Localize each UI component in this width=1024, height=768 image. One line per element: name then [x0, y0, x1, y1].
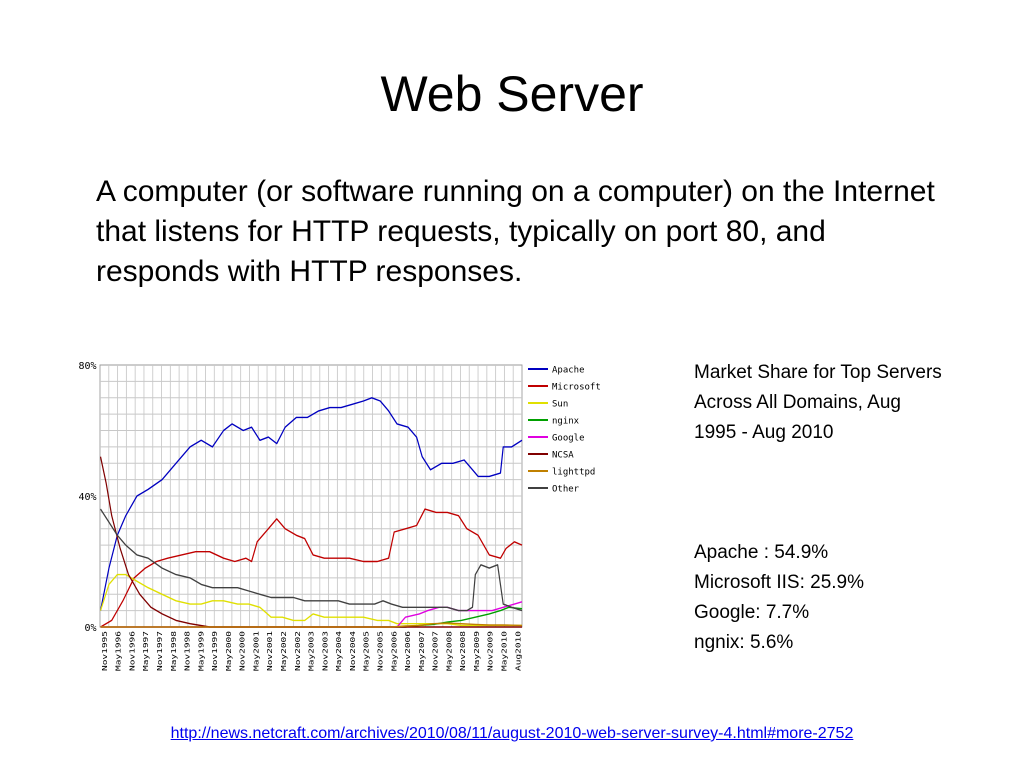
series-line-microsoft: [100, 508, 523, 628]
x-tick-label: May2005: [362, 631, 370, 671]
y-tick-label: 0%: [85, 623, 97, 634]
stats-list: Apache : 54.9% Microsoft IIS: 25.9% Goog…: [694, 538, 944, 658]
x-tick-label: Nov2001: [266, 631, 274, 671]
series-line-other: [100, 508, 523, 612]
x-tick-label: Nov1998: [183, 631, 191, 671]
x-tick-label: May2004: [334, 631, 342, 671]
chart-caption: Market Share for Top Servers Across All …: [694, 362, 942, 443]
legend-label-other: Other: [552, 485, 580, 495]
legend-label-nginx: nginx: [552, 417, 580, 427]
x-tick-label: Nov2004: [348, 631, 356, 671]
x-tick-label: May2006: [390, 631, 398, 671]
x-tick-label: May1999: [197, 631, 205, 671]
stat-microsoft: Microsoft IIS: 25.9%: [694, 572, 865, 593]
series-line-apache: [99, 397, 523, 611]
legend-label-ncsa: NCSA: [552, 451, 574, 461]
y-tick-label: 80%: [78, 361, 96, 372]
legend-label-google: Google: [552, 434, 585, 444]
x-tick-label: May2007: [417, 631, 425, 671]
x-tick-label: Nov1995: [100, 631, 108, 671]
x-tick-label: Nov1997: [155, 631, 163, 671]
stat-apache: Apache : 54.9%: [694, 542, 829, 563]
x-tick-label: Nov2008: [458, 631, 466, 671]
legend-label-apache: Apache: [552, 366, 585, 376]
x-tick-label: May2009: [472, 631, 480, 671]
legend-label-microsoft: Microsoft: [552, 383, 600, 393]
legend-label-sun: Sun: [552, 400, 568, 410]
x-tick-label: Nov2000: [238, 631, 246, 671]
slide-body-text: A computer (or software running on a com…: [96, 175, 935, 288]
x-tick-label: May1998: [169, 631, 177, 671]
legend-label-lighttpd: lighttpd: [552, 468, 595, 478]
source-link[interactable]: http://news.netcraft.com/archives/2010/0…: [170, 725, 854, 742]
x-tick-label: Nov2009: [486, 631, 494, 671]
x-tick-label: May2000: [224, 631, 232, 671]
x-tick-label: Nov2005: [376, 631, 384, 671]
stat-google: Google: 7.7%: [694, 602, 810, 623]
chart-svg: 0% 40% 80% Nov1995 May1996 Nov1996 May1997 Nov1…: [78, 361, 600, 671]
stat-nginx: ngnix: 5.6%: [694, 632, 794, 653]
x-tick-label: Nov1996: [128, 631, 136, 671]
x-tick-label: Nov2003: [321, 631, 329, 671]
slide-title: Web Server: [380, 66, 644, 122]
x-tick-label: Aug2010: [514, 631, 522, 671]
market-share-chart: 0% 40% 80% Nov1995 May1996 Nov1996 May1997 Nov1…: [70, 355, 600, 685]
series-line-lighttpd: [100, 622, 523, 628]
series-line-ncsa: [99, 456, 522, 628]
x-tick-label: Nov2002: [293, 631, 301, 671]
x-tick-label: May2002: [279, 631, 287, 671]
x-tick-label: Nov2007: [431, 631, 439, 671]
plot-group: 0% 40% 80% Nov1995 May1996 Nov1996 May1997 Nov1…: [78, 361, 523, 671]
x-tick-label: May2003: [307, 631, 315, 671]
x-tick-label: Nov1999: [210, 631, 218, 671]
x-tick-label: Nov2006: [403, 631, 411, 671]
x-tick-label: May1996: [114, 631, 122, 671]
x-tick-label: May1997: [141, 631, 149, 671]
x-tick-label: May2001: [252, 631, 260, 671]
y-tick-label: 40%: [78, 492, 96, 503]
x-tick-label: May2010: [500, 631, 508, 671]
x-tick-label: May2008: [445, 631, 453, 671]
legend: Apache Microsoft Sun nginx Google NCSA lighttp…: [528, 366, 600, 495]
